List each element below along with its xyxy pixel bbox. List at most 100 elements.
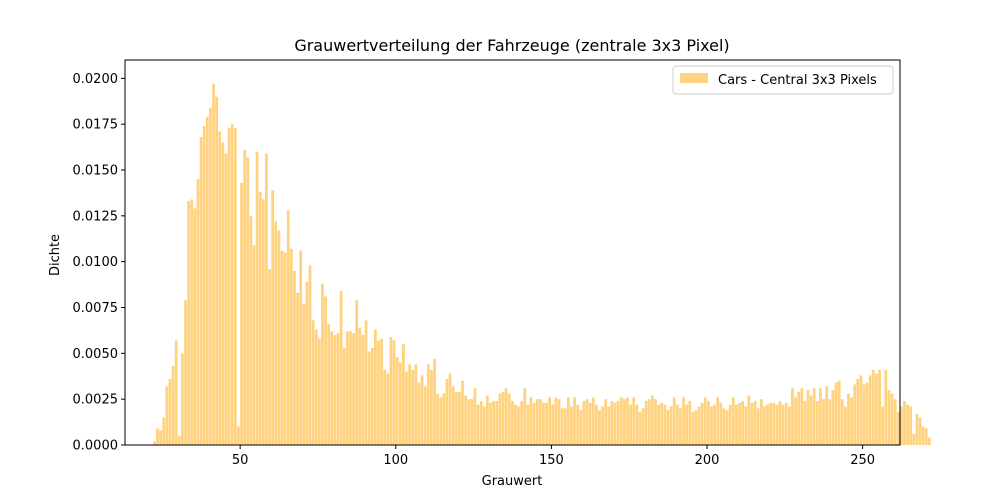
histogram-bar <box>635 404 639 445</box>
histogram-bar <box>682 397 685 445</box>
histogram-bar <box>924 428 928 445</box>
histogram-bar <box>582 401 586 445</box>
histogram-bar <box>479 401 483 445</box>
histogram-bar <box>280 250 284 445</box>
y-axis-title: Dichte <box>48 234 63 276</box>
histogram-bar <box>545 402 548 445</box>
histogram-bar <box>317 338 321 445</box>
histogram-bar <box>601 406 604 445</box>
histogram-bar <box>725 410 729 445</box>
histogram-bar <box>744 406 748 445</box>
histogram-bar <box>915 413 919 445</box>
histogram-bar <box>909 406 913 445</box>
histogram-bar <box>193 208 197 445</box>
histogram-bar <box>507 393 511 445</box>
histogram-bar <box>293 270 296 445</box>
histogram-bar <box>638 412 642 445</box>
x-axis-title: Grauwert <box>482 474 543 489</box>
histogram-bar <box>218 131 222 445</box>
y-tick-label: 0.0075 <box>73 301 119 316</box>
histogram-bar <box>741 401 745 445</box>
histogram-bar <box>514 404 517 445</box>
histogram-bar <box>881 406 885 445</box>
histogram-bar <box>753 401 757 445</box>
histogram-bar <box>311 320 315 445</box>
histogram-bar <box>629 404 632 445</box>
histogram-bar <box>918 417 922 445</box>
x-tick-label: 250 <box>850 453 875 468</box>
histogram-bar <box>859 375 863 445</box>
histogram-bar <box>196 179 200 446</box>
histogram-bar <box>330 331 334 445</box>
histogram-bar <box>249 215 253 445</box>
histogram-bar <box>644 401 648 445</box>
histogram-bar <box>398 362 402 445</box>
histogram-bar <box>772 402 776 445</box>
histogram-bar <box>324 296 327 445</box>
histogram-bar <box>610 401 614 445</box>
histogram-bar <box>563 408 567 445</box>
histogram-bar <box>355 300 359 445</box>
histogram-bar <box>436 393 439 445</box>
histogram-bar <box>489 402 492 445</box>
histogram-bar <box>806 390 810 445</box>
histogram-bar <box>209 107 212 446</box>
histogram-bar <box>283 252 287 445</box>
histogram-bar <box>906 404 909 445</box>
histogram-bar <box>570 406 573 445</box>
histogram-bar <box>641 408 645 445</box>
legend-box <box>672 65 894 95</box>
histogram-bar <box>722 408 726 445</box>
histogram-bar <box>707 401 710 445</box>
histogram-bar <box>778 401 782 445</box>
histogram-bar <box>467 399 471 445</box>
histogram-bar <box>308 265 312 445</box>
histogram-bar <box>675 404 679 445</box>
histogram-bar <box>566 397 570 445</box>
histogram-bar <box>856 379 860 445</box>
histogram-bar <box>576 404 580 445</box>
histogram-bar <box>433 358 436 445</box>
x-tick-label: 50 <box>232 453 249 468</box>
histogram-bar <box>212 83 215 445</box>
histogram-bar <box>268 269 271 445</box>
histogram-bar <box>731 397 735 445</box>
histogram-bar <box>896 412 900 445</box>
histogram-bar <box>482 406 486 445</box>
y-tick-label: 0.0175 <box>73 118 119 133</box>
histogram-bar <box>414 364 418 445</box>
histogram-bar <box>700 402 704 445</box>
histogram-bar <box>252 245 256 445</box>
histogram-bar <box>791 388 794 445</box>
histogram-bar <box>224 153 228 445</box>
histogram-bar <box>181 353 184 445</box>
histogram-bar <box>165 386 169 445</box>
histogram-bar <box>781 404 785 445</box>
histogram-bar <box>227 127 231 445</box>
histogram-bar <box>380 338 383 445</box>
histogram-bar <box>619 397 623 445</box>
histogram-bar <box>510 401 514 445</box>
histogram-bar <box>199 137 203 445</box>
histogram-bar <box>411 369 415 445</box>
histogram-bar <box>843 406 847 445</box>
histogram-bar <box>588 402 592 445</box>
histogram-bar <box>654 399 657 445</box>
histogram-bar <box>728 404 732 445</box>
histogram-bar <box>900 406 903 445</box>
histogram-bar <box>878 369 881 445</box>
histogram-bar <box>660 402 664 445</box>
histogram-bar <box>523 388 527 445</box>
histogram-bar <box>492 401 496 445</box>
histogram-bar <box>243 149 247 445</box>
histogram-bar <box>426 364 430 445</box>
histogram-bar <box>750 402 754 445</box>
histogram-bar <box>430 369 433 445</box>
histogram-bar <box>159 430 162 445</box>
x-tick-label: 200 <box>695 453 720 468</box>
histogram-bar <box>345 331 349 445</box>
histogram-bar <box>928 437 931 445</box>
histogram-bar <box>177 435 181 445</box>
histogram-bar <box>168 379 172 445</box>
y-axis: 0.0000 0.0025 0.0050 0.0075 0.0100 0.0125 0.01… <box>73 72 125 454</box>
